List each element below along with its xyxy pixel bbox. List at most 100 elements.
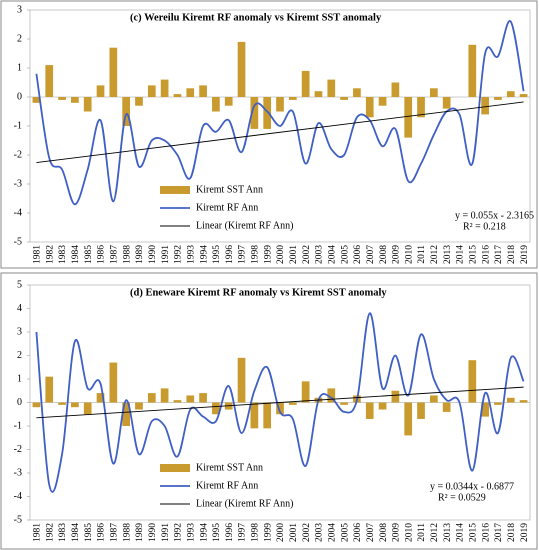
x-tick-label: 1981 bbox=[33, 245, 43, 264]
x-tick-label: 1989 bbox=[135, 245, 145, 264]
y-tick-label: 1 bbox=[17, 62, 22, 73]
bar bbox=[147, 393, 156, 403]
x-tick-label: 2009 bbox=[392, 523, 402, 542]
legend-swatch bbox=[160, 464, 190, 472]
x-tick-label: 1983 bbox=[58, 245, 68, 264]
bar bbox=[378, 402, 387, 410]
x-tick-label: 1993 bbox=[186, 245, 196, 264]
y-tick-label: 0 bbox=[17, 91, 22, 102]
legend-swatch bbox=[160, 186, 190, 194]
y-tick-label: 1 bbox=[17, 373, 22, 384]
bar bbox=[288, 402, 297, 405]
x-tick-label: 1993 bbox=[186, 523, 196, 542]
bar bbox=[58, 97, 66, 100]
x-tick-label: 1985 bbox=[84, 523, 94, 542]
annotation: y = 0.0344x - 0.6877 bbox=[430, 481, 514, 492]
y-tick-label: -3 bbox=[14, 467, 22, 478]
bar bbox=[276, 402, 284, 415]
bar bbox=[430, 395, 438, 403]
rf-line bbox=[35, 20, 525, 206]
y-tick-label: 3 bbox=[17, 326, 22, 337]
x-tick-label: 1988 bbox=[122, 245, 132, 264]
annotation: y = 0.055x - 2.3165 bbox=[455, 210, 534, 221]
bar bbox=[468, 360, 477, 403]
x-tick-label: 1985 bbox=[84, 245, 94, 264]
chart-frame bbox=[0, 272, 538, 550]
x-tick-label: 2009 bbox=[392, 245, 402, 264]
bar bbox=[71, 97, 79, 103]
bar bbox=[250, 402, 259, 429]
x-tick-label: 1995 bbox=[212, 245, 222, 264]
x-tick-label: 2001 bbox=[289, 523, 299, 542]
bar bbox=[327, 388, 336, 403]
trend-line bbox=[36, 386, 524, 419]
x-tick-label: 2003 bbox=[315, 523, 325, 542]
x-tick-label: 2002 bbox=[302, 523, 312, 542]
annotation: R² = 0.0529 bbox=[438, 492, 486, 503]
bar bbox=[404, 402, 413, 436]
bar bbox=[340, 402, 348, 405]
x-tick-label: 2017 bbox=[494, 245, 504, 264]
x-tick-label: 2019 bbox=[520, 245, 530, 264]
x-tick-label: 2018 bbox=[507, 245, 517, 264]
chart-title: (c) Wereilu Kiremt RF anomaly vs Kiremt … bbox=[130, 12, 382, 23]
x-tick-label: 2005 bbox=[340, 523, 350, 542]
bar bbox=[276, 97, 284, 112]
bar bbox=[519, 94, 528, 97]
x-tick-label: 2001 bbox=[289, 245, 299, 264]
x-tick-label: 1982 bbox=[45, 523, 55, 542]
bar bbox=[83, 402, 92, 415]
legend-label: Linear (Kiremt RF Ann) bbox=[196, 220, 293, 231]
bar bbox=[494, 97, 502, 100]
bar bbox=[32, 97, 41, 103]
bar bbox=[96, 85, 105, 97]
y-tick-label: -5 bbox=[14, 236, 22, 247]
x-tick-label: 1990 bbox=[148, 245, 158, 264]
y-tick-label: 0 bbox=[17, 397, 22, 408]
x-tick-label: 2013 bbox=[443, 523, 453, 542]
x-tick-label: 2018 bbox=[507, 523, 517, 542]
legend-label: Kiremt RF Ann bbox=[196, 202, 258, 213]
bar bbox=[442, 97, 451, 109]
bar bbox=[263, 402, 272, 429]
x-tick-label: 1994 bbox=[199, 245, 209, 264]
x-tick-label: 2003 bbox=[315, 245, 325, 264]
x-tick-label: 1983 bbox=[58, 523, 68, 542]
x-tick-label: 1996 bbox=[225, 523, 235, 542]
x-tick-label: 2002 bbox=[302, 245, 312, 264]
x-tick-label: 2012 bbox=[430, 245, 440, 264]
bar bbox=[224, 97, 233, 106]
x-tick-label: 2013 bbox=[443, 245, 453, 264]
bar bbox=[430, 88, 438, 97]
bar bbox=[301, 381, 310, 403]
x-tick-label: 1999 bbox=[263, 245, 273, 264]
x-tick-label: 2011 bbox=[417, 523, 427, 542]
x-tick-label: 2007 bbox=[366, 245, 376, 264]
bar bbox=[83, 97, 92, 112]
legend-label: Kiremt SST Ann bbox=[196, 184, 263, 195]
bar bbox=[109, 362, 118, 403]
x-tick-label: 2019 bbox=[520, 523, 530, 542]
x-tick-label: 1997 bbox=[238, 245, 248, 264]
bar bbox=[135, 402, 143, 410]
x-tick-label: 2012 bbox=[430, 523, 440, 542]
bar bbox=[160, 388, 169, 403]
x-tick-label: 1998 bbox=[251, 523, 261, 542]
bar bbox=[173, 94, 182, 97]
x-tick-label: 2014 bbox=[456, 523, 466, 542]
annotation: R² = 0.218 bbox=[463, 221, 506, 232]
x-tick-label: 1986 bbox=[97, 245, 107, 264]
x-tick-label: 1991 bbox=[161, 523, 171, 542]
x-tick-label: 1998 bbox=[251, 245, 261, 264]
bar bbox=[365, 402, 374, 419]
bar bbox=[109, 47, 118, 97]
bar bbox=[519, 400, 528, 403]
bar bbox=[481, 402, 489, 417]
bar bbox=[212, 402, 220, 415]
x-tick-label: 2015 bbox=[468, 523, 478, 542]
bar bbox=[122, 402, 130, 426]
x-tick-label: 2017 bbox=[494, 523, 504, 542]
x-tick-label: 1988 bbox=[122, 523, 132, 542]
y-tick-label: 5 bbox=[17, 279, 22, 290]
